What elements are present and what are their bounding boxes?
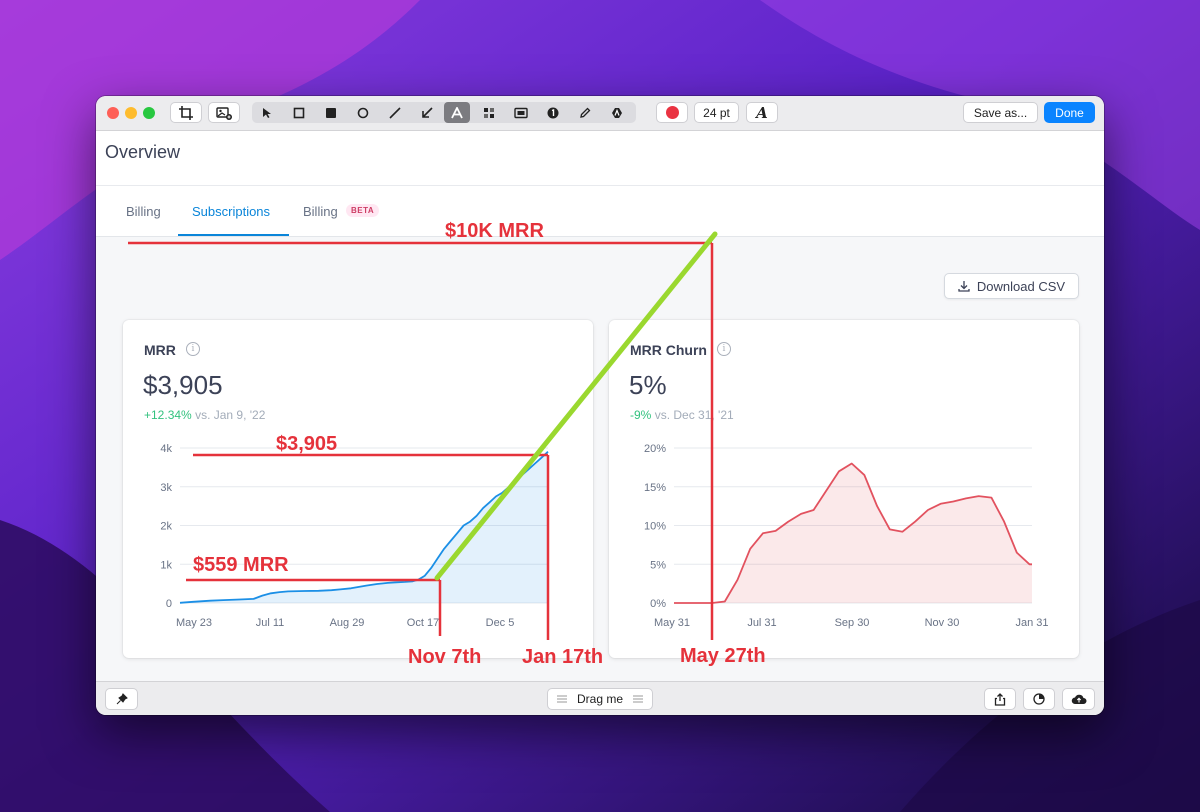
highlight-box-tool[interactable]: [510, 102, 532, 123]
tab-billing[interactable]: Billing: [126, 204, 161, 219]
pin-button[interactable]: [105, 688, 138, 710]
arrow-tool[interactable]: [416, 102, 438, 123]
ellipse-tool[interactable]: [352, 102, 374, 123]
spotlight-tool[interactable]: [606, 102, 628, 123]
pencil-tool[interactable]: [574, 102, 596, 123]
page-title: Overview: [105, 142, 181, 162]
tab-subscriptions[interactable]: Subscriptions: [192, 204, 271, 219]
churn-value: 5%: [629, 370, 667, 400]
mrr-delta: +12.34% vs. Jan 9, '22: [144, 408, 265, 422]
pixelate-icon: [484, 107, 494, 118]
highlight-box-icon: [514, 107, 528, 118]
font-style-button[interactable]: A: [746, 102, 778, 123]
crop-button[interactable]: [170, 102, 202, 123]
grip-lines-icon: [633, 695, 643, 703]
text-tool[interactable]: [444, 102, 470, 123]
mrr-value: $3,905: [143, 370, 223, 400]
minimize-window-button[interactable]: [125, 107, 137, 119]
line-icon: [389, 106, 401, 119]
cloud-upload-icon: [1071, 694, 1086, 704]
editor-bottom-bar: Drag me: [96, 681, 1104, 715]
timer-button[interactable]: [1023, 688, 1055, 710]
mrr-card-title: MRR: [144, 342, 176, 358]
mrr-churn-card: MRR Churn i 5% -9% vs. Dec 31, '21: [609, 320, 1079, 658]
active-tab-indicator: [178, 234, 289, 236]
pencil-icon: [580, 107, 591, 118]
zoom-window-button[interactable]: [143, 107, 155, 119]
share-icon: [994, 692, 1006, 706]
arrow-icon: [422, 106, 433, 118]
editor-toolbar: 24 pt A Save as... Done: [96, 96, 1104, 131]
filled-rectangle-tool[interactable]: [320, 102, 342, 123]
churn-delta: -9% vs. Dec 31, '21: [630, 408, 734, 422]
add-image-button[interactable]: [208, 102, 240, 123]
mrr-card: MRR i $3,905 +12.34% vs. Jan 9, '22: [123, 320, 593, 658]
page-header: Overview: [96, 131, 1104, 186]
tab-bar: Billing Subscriptions Billing BETA: [96, 186, 1104, 237]
pin-icon: [116, 693, 128, 705]
mrr-delta-context: vs. Jan 9, '22: [195, 408, 266, 422]
rectangle-tool[interactable]: [288, 102, 310, 123]
mrr-delta-percent: +12.34%: [144, 408, 192, 422]
rectangle-filled-icon: [326, 107, 336, 118]
pie-clock-icon: [1033, 693, 1045, 705]
counter-tool[interactable]: [542, 102, 564, 123]
info-icon[interactable]: i: [717, 342, 731, 356]
text-a-icon: [451, 106, 463, 118]
done-button[interactable]: Done: [1044, 102, 1095, 123]
color-swatch: [665, 106, 679, 119]
select-tool[interactable]: [256, 102, 278, 123]
spotlight-icon: [612, 107, 622, 118]
color-picker-button[interactable]: [656, 102, 688, 123]
number-badge-icon: [547, 107, 559, 118]
captured-dashboard: Overview Billing Subscriptions Billing B…: [96, 131, 1104, 681]
rectangle-outline-icon: [293, 107, 305, 118]
line-tool[interactable]: [384, 102, 406, 123]
download-csv-button[interactable]: Download CSV: [944, 273, 1079, 299]
crop-icon: [179, 105, 193, 120]
save-as-button[interactable]: Save as...: [963, 102, 1038, 123]
churn-delta-percent: -9%: [630, 408, 652, 422]
pixelate-tool[interactable]: [478, 102, 500, 123]
annotation-tools-group: [252, 102, 636, 123]
info-icon[interactable]: i: [186, 342, 200, 356]
tab-billing-beta[interactable]: Billing: [303, 204, 338, 219]
download-csv-label: Download CSV: [976, 278, 1066, 294]
drag-handle[interactable]: Drag me: [547, 688, 653, 710]
image-add-icon: [216, 106, 232, 120]
screenshot-editor-window: 24 pt A Save as... Done Overview Billing…: [96, 96, 1104, 715]
font-size-button[interactable]: 24 pt: [694, 102, 739, 123]
beta-badge: BETA: [346, 204, 380, 217]
cloud-upload-button[interactable]: [1062, 688, 1095, 710]
drag-label: Drag me: [576, 692, 623, 706]
share-button[interactable]: [984, 688, 1016, 710]
grip-lines-icon: [556, 695, 567, 703]
churn-delta-context: vs. Dec 31, '21: [654, 408, 734, 422]
download-icon: [958, 281, 970, 292]
churn-card-title: MRR Churn: [630, 342, 707, 358]
circle-icon: [357, 107, 369, 118]
pointer-icon: [262, 107, 271, 118]
close-window-button[interactable]: [107, 107, 119, 119]
